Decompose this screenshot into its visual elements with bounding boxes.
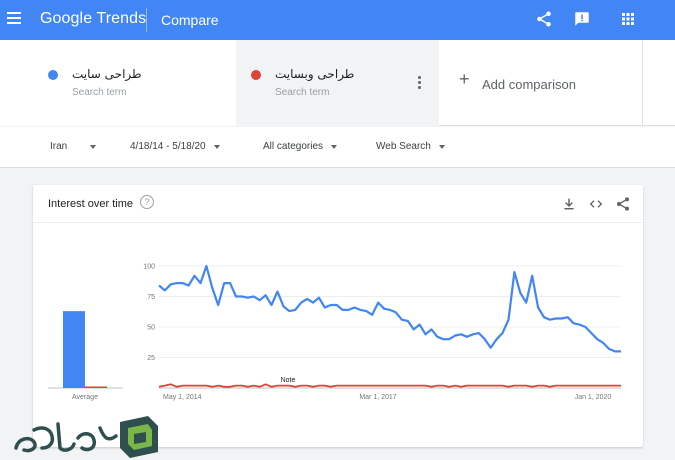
menu-icon[interactable] bbox=[7, 12, 21, 24]
y-tick-label: 25 bbox=[147, 355, 155, 362]
x-tick-label: Jan 1, 2020 bbox=[575, 394, 612, 401]
date-range-dropdown[interactable]: 4/18/14 - 5/18/20 bbox=[130, 141, 220, 152]
page-title: Compare bbox=[161, 12, 219, 28]
chevron-down-icon bbox=[438, 145, 445, 149]
download-icon[interactable] bbox=[561, 196, 577, 212]
brand-logo[interactable]: Google Trends bbox=[40, 10, 147, 27]
watermark-logo bbox=[8, 408, 158, 460]
x-tick-label: Mar 1, 2017 bbox=[359, 394, 396, 401]
average-label: Average bbox=[72, 394, 98, 401]
search-type-dropdown[interactable]: Web Search bbox=[376, 141, 445, 152]
share-icon[interactable] bbox=[535, 10, 553, 28]
search-term-2[interactable]: طراحی وبسایت Search term bbox=[236, 40, 439, 126]
region-dropdown[interactable]: Iran bbox=[50, 141, 97, 152]
feedback-icon[interactable] bbox=[573, 10, 591, 28]
average-bar bbox=[63, 311, 85, 388]
chevron-down-icon bbox=[213, 145, 220, 149]
apps-icon[interactable] bbox=[619, 10, 637, 28]
share-icon[interactable] bbox=[615, 196, 631, 212]
interest-chart: 100 75 50 25 May 1, 2014 Mar 1, 2017 Jan 1, 20… bbox=[48, 264, 621, 401]
y-tick-label: 75 bbox=[147, 294, 155, 301]
region-value: Iran bbox=[50, 141, 68, 152]
chart-annotation: Note bbox=[281, 377, 296, 384]
category-value: All categories bbox=[263, 141, 324, 152]
app-bar: Google Trends Compare bbox=[0, 0, 675, 40]
card-title: Interest over time bbox=[48, 198, 133, 210]
more-options-icon[interactable] bbox=[418, 76, 421, 91]
average-bar bbox=[85, 386, 107, 388]
filter-bar: Iran 4/18/14 - 5/18/20 All categories We… bbox=[0, 127, 675, 168]
term-name[interactable]: طراحی سایت bbox=[72, 67, 142, 81]
series-line-1 bbox=[158, 264, 621, 353]
term-type: Search term bbox=[72, 87, 127, 98]
card-divider bbox=[33, 222, 643, 223]
plus-icon: + bbox=[459, 69, 470, 89]
chevron-down-icon bbox=[90, 145, 97, 149]
x-tick-label: May 1, 2014 bbox=[163, 394, 202, 401]
search-type-value: Web Search bbox=[376, 141, 431, 152]
embed-icon[interactable] bbox=[588, 196, 604, 212]
category-dropdown[interactable]: All categories bbox=[263, 141, 338, 152]
y-tick-label: 100 bbox=[143, 264, 155, 271]
term-type: Search term bbox=[275, 87, 330, 98]
term-name[interactable]: طراحی وبسایت bbox=[275, 67, 355, 81]
search-term-1[interactable]: طراحی سایت Search term bbox=[0, 40, 236, 126]
comparison-terms: طراحی سایت Search term طراحی وبسایت Sear… bbox=[0, 40, 675, 126]
series-line-2 bbox=[158, 383, 621, 388]
term-color-dot bbox=[251, 70, 261, 80]
term-color-dot bbox=[48, 70, 58, 80]
header-divider bbox=[146, 8, 147, 32]
y-tick-label: 50 bbox=[147, 325, 155, 332]
chevron-down-icon bbox=[331, 145, 338, 149]
help-icon[interactable]: ? bbox=[140, 195, 154, 209]
add-comparison-button[interactable]: + Add comparison bbox=[439, 40, 643, 126]
add-comparison-label: Add comparison bbox=[482, 77, 576, 92]
date-range-value: 4/18/14 - 5/18/20 bbox=[130, 141, 206, 152]
interest-over-time-card: Interest over time ? 100 75 50 25 May 1, 201… bbox=[33, 185, 643, 447]
